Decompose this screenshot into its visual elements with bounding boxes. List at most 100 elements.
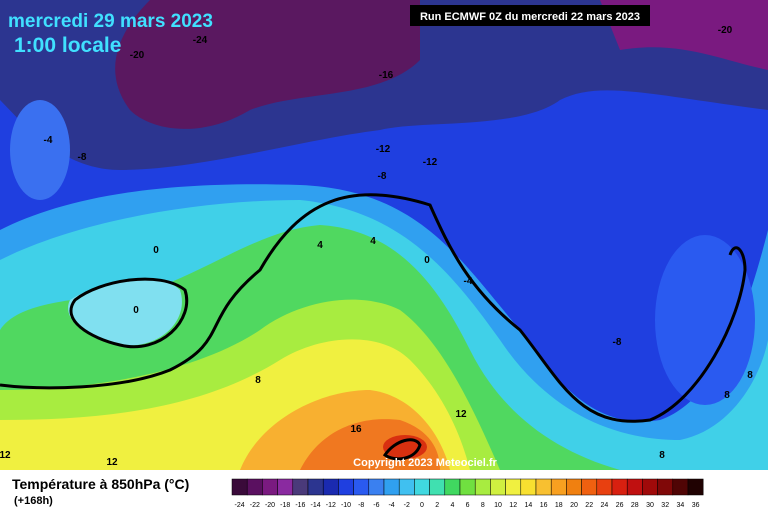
scale-label: -20 <box>265 502 275 509</box>
scale-swatch <box>687 478 704 496</box>
scale-swatch <box>459 478 476 496</box>
region <box>655 235 755 405</box>
scale-label: 2 <box>435 502 439 509</box>
scale-swatch <box>338 478 354 496</box>
scale-swatch <box>429 478 446 496</box>
scale-swatch <box>231 478 248 496</box>
contour-label: 8 <box>724 390 730 401</box>
scale-label: 32 <box>661 502 669 509</box>
copyright: Copyright 2023 Meteociel.fr <box>353 457 497 469</box>
contour-label: -16 <box>379 70 394 81</box>
scale-label: -10 <box>341 502 351 509</box>
scale-label: -2 <box>404 502 410 509</box>
scale-label: 24 <box>601 502 609 509</box>
scale-swatch <box>277 478 294 496</box>
scale-label: 22 <box>585 502 593 509</box>
scale-label: 30 <box>646 502 654 509</box>
scale-label: -16 <box>295 502 305 509</box>
scale-label: 26 <box>616 502 624 509</box>
scale-label: -6 <box>373 502 379 509</box>
contour-label: 12 <box>106 457 118 468</box>
scale-swatch <box>383 478 400 496</box>
scale-swatch <box>596 478 613 496</box>
contour-label: 4 <box>317 240 323 251</box>
region <box>68 279 182 346</box>
scale-swatch <box>398 478 415 496</box>
footer-title: Température à 850hPa (°C) <box>12 476 189 492</box>
scale-label: 28 <box>631 502 639 509</box>
scale-label: 10 <box>494 502 502 509</box>
contour-label: 8 <box>747 370 753 381</box>
contour-label: -8 <box>613 337 622 348</box>
scale-label: -12 <box>326 502 336 509</box>
scale-swatch <box>414 478 430 496</box>
contour-label: 12 <box>455 409 467 420</box>
contour-label: -24 <box>193 35 208 46</box>
scale-swatch <box>672 478 689 496</box>
scale-label: 12 <box>509 502 517 509</box>
contour <box>382 438 422 461</box>
scale-swatch <box>368 478 385 496</box>
scale-label: -24 <box>235 502 245 509</box>
contour-label: 8 <box>255 375 261 386</box>
contour-label: -20 <box>718 25 733 36</box>
scale-swatch <box>505 478 522 496</box>
contour-label: -20 <box>130 50 145 61</box>
scale-swatch <box>520 478 537 496</box>
scale-swatch <box>353 478 370 496</box>
scale-swatch <box>262 478 278 496</box>
footer-lead: (+168h) <box>14 495 53 507</box>
color-scale: -24 -22 -20 -18 -16 -14 -12 -10 -8 -6 -4 -2 0 2 4 6 8 10 1… <box>231 478 704 509</box>
zero-contour <box>69 277 189 349</box>
scale-label: 0 <box>420 502 424 509</box>
scale-label: 34 <box>677 502 685 509</box>
scale-swatch <box>292 478 309 496</box>
run-info: Run ECMWF 0Z du mercredi 22 mars 2023 <box>420 11 640 23</box>
scale-swatch <box>474 478 491 496</box>
scale-label: 36 <box>692 502 700 509</box>
contour-label: 4 <box>370 236 376 247</box>
scale-label: 6 <box>466 502 470 509</box>
run-box <box>410 5 650 26</box>
contour-label: -12 <box>376 144 391 155</box>
scale-label: 20 <box>570 502 578 509</box>
scale-swatch <box>566 478 582 496</box>
contour-label: -12 <box>423 157 438 168</box>
scale-swatch <box>444 478 461 496</box>
scale-label: 18 <box>555 502 563 509</box>
zero-contour <box>0 193 747 423</box>
contour-label: 16 <box>350 424 362 435</box>
scale-swatch <box>307 478 324 496</box>
cold-core <box>115 0 420 129</box>
scale-swatch <box>611 478 628 496</box>
scale-swatch <box>550 478 567 496</box>
scale-label: -22 <box>250 502 260 509</box>
scale-label: -18 <box>280 502 290 509</box>
scale-swatch <box>642 478 658 496</box>
contour-label: -4 <box>44 135 53 146</box>
contour-labels: -24 -20 -20 -16 -4 -8 -12 -12 -8 4 4 0 0 0 -4 -8 8 8 8 12 16… <box>0 25 753 468</box>
scale-swatch <box>581 478 598 496</box>
contour-label: 12 <box>0 450 11 461</box>
valid-time: 1:00 locale <box>14 34 121 57</box>
contour-label: 0 <box>153 245 159 256</box>
scale-swatch <box>246 478 263 496</box>
scale-swatch <box>657 478 674 496</box>
contour-label: 0 <box>133 305 139 316</box>
scale-label: 8 <box>481 502 485 509</box>
contour-label: 0 <box>424 255 430 266</box>
contour-label: -8 <box>78 152 87 163</box>
scale-swatch <box>490 478 506 496</box>
contour-label: -4 <box>464 276 473 287</box>
scale-swatch <box>626 478 643 496</box>
scale-label: -8 <box>358 502 364 509</box>
scale-label: 14 <box>525 502 533 509</box>
region <box>10 100 70 200</box>
contour-label: 8 <box>659 450 665 461</box>
scale-label: 4 <box>450 502 454 509</box>
scale-swatch <box>322 478 339 496</box>
scale-label: -14 <box>311 502 321 509</box>
scale-label: -4 <box>388 502 394 509</box>
